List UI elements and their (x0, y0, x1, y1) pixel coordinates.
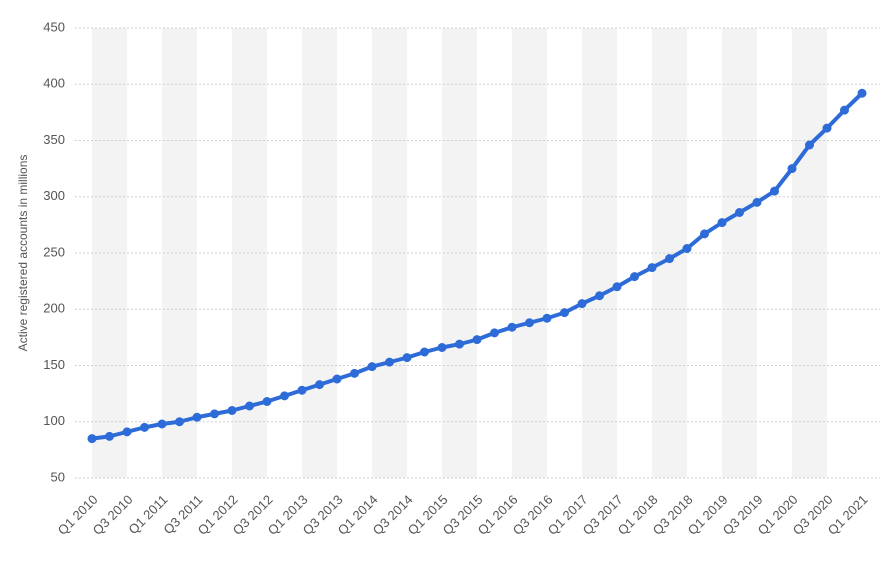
y-tick-label: 450 (43, 19, 65, 34)
point (140, 422, 149, 432)
point (857, 88, 867, 98)
point (245, 401, 254, 411)
y-tick-label: 200 (43, 301, 65, 316)
point (87, 434, 97, 444)
point (665, 254, 674, 264)
point (402, 353, 412, 363)
point (227, 406, 237, 415)
point (122, 427, 132, 437)
point (647, 263, 657, 273)
point (332, 374, 342, 384)
y-tick-label: 250 (43, 244, 65, 259)
y-tick-label: 100 (43, 413, 65, 428)
y-tick-label: 50 (51, 469, 65, 484)
y-tick-label: 350 (43, 132, 65, 147)
point (717, 218, 727, 228)
point (280, 391, 289, 401)
point (542, 313, 552, 323)
point (350, 368, 359, 378)
point (490, 328, 499, 338)
point (630, 272, 639, 282)
band (792, 28, 827, 478)
point (682, 244, 692, 253)
point (560, 308, 569, 318)
band (512, 28, 547, 478)
band (92, 28, 127, 478)
point (805, 140, 814, 150)
point (595, 291, 604, 301)
point (315, 380, 324, 390)
point (437, 343, 447, 352)
point (455, 339, 464, 349)
y-axis-label: Active registered accounts in millions (16, 155, 30, 352)
point (175, 417, 184, 427)
point (420, 347, 429, 357)
point (472, 335, 482, 345)
point (385, 357, 394, 367)
point (210, 409, 219, 419)
point (367, 362, 377, 372)
point (787, 164, 797, 174)
point (105, 431, 114, 441)
point (735, 208, 744, 217)
point (840, 105, 849, 115)
point (297, 385, 307, 395)
point (770, 186, 779, 196)
y-tick-label: 300 (43, 188, 65, 203)
band (372, 28, 407, 478)
y-tick-label: 150 (43, 357, 65, 372)
point (752, 197, 762, 207)
point (507, 322, 517, 332)
point (700, 229, 709, 239)
point (262, 397, 272, 406)
point (577, 299, 587, 309)
y-tick-label: 400 (43, 76, 65, 91)
point (612, 282, 622, 292)
point (192, 412, 202, 422)
point (525, 318, 534, 328)
point (822, 123, 832, 133)
point (157, 419, 167, 429)
